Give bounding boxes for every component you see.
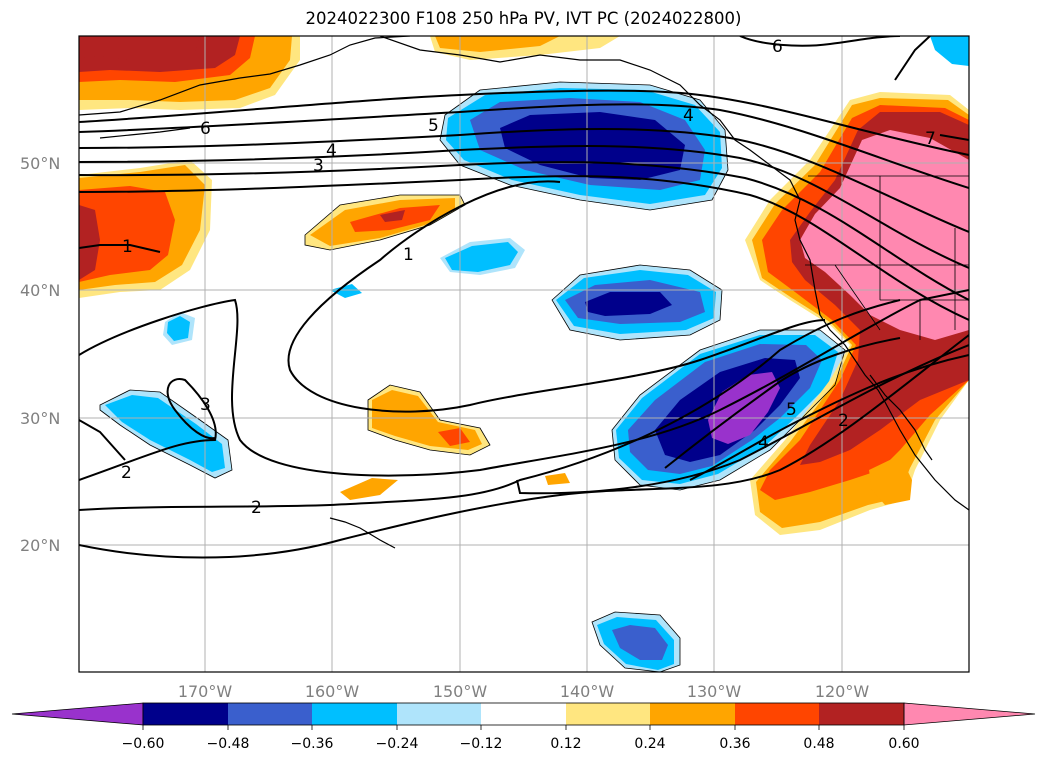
contour-4 [79, 128, 969, 233]
contour-labels: 6 5 4 3 1 1 3 2 2 4 5 2 7 6 4 [121, 37, 936, 518]
colorbar-segment [735, 703, 820, 725]
colorbar-tick-label: 0.36 [719, 736, 750, 752]
state-borders [805, 175, 969, 340]
colorbar-tick-label: −0.60 [122, 736, 165, 752]
colorbar-segment [819, 703, 904, 725]
contour-label: 3 [200, 395, 211, 415]
contour-label: 1 [403, 245, 414, 265]
colorbar-tick-label: 0.12 [550, 736, 581, 752]
colorbar-segment [143, 703, 228, 725]
lat-label-30n: 30°N [20, 409, 60, 428]
warm-anomaly-w [79, 160, 212, 298]
colorbar-extend-right [903, 702, 1036, 726]
contour-4b-south [689, 354, 969, 481]
cool-anomaly-tropical [592, 612, 680, 672]
contour-2-upper [79, 289, 969, 477]
lon-label-160w: 160°W [305, 682, 360, 701]
contour-label: 4 [758, 433, 769, 453]
colorbar-extend-left [11, 702, 144, 726]
longitude-labels: 170°W 160°W 150°W 140°W 130°W 120°W [178, 682, 870, 701]
lat-label-50n: 50°N [20, 154, 60, 173]
lon-label-120w: 120°W [815, 682, 870, 701]
colorbar-segment [397, 703, 482, 725]
map-frame [78, 35, 970, 673]
contour-7a [894, 36, 931, 81]
colorbar-ticks [142, 725, 905, 730]
contour-6 [79, 89, 969, 156]
colorbar-tick-label: −0.48 [207, 736, 250, 752]
contour-3-west [79, 378, 217, 481]
map-title: 2024022300 F108 250 hPa PV, IVT PC (2024… [305, 9, 742, 28]
coast-baja [869, 374, 933, 461]
contour-2-low [79, 334, 969, 559]
contour-2-inner [516, 344, 969, 495]
lat-label-20n: 20°N [20, 536, 60, 555]
colorbar-tick-label: −0.36 [291, 736, 334, 752]
contour-3b [79, 161, 969, 301]
contour-label: 4 [326, 141, 337, 161]
cool-anomaly-mid [552, 265, 722, 340]
colorbar-tick-label: 0.24 [634, 736, 665, 752]
coast-mexico [884, 401, 969, 511]
contour-2-mid [79, 299, 901, 511]
cool-anomaly-small [100, 238, 525, 478]
contour-label: 2 [251, 498, 262, 518]
latitude-labels: 50°N 40°N 30°N 20°N [20, 154, 60, 555]
cool-anomaly-south [612, 330, 845, 490]
coast-aleutians [79, 36, 411, 116]
coast-hawaii [329, 517, 396, 549]
colorbar-segment [481, 703, 566, 725]
coast-north-america [379, 36, 886, 403]
ivt-shading [79, 36, 969, 672]
contour-2b [79, 175, 969, 321]
lon-label-130w: 130°W [687, 682, 742, 701]
contour-4-south [664, 337, 901, 469]
warm-anomaly-top [430, 36, 620, 60]
contour-label: 4 [683, 106, 694, 126]
contour-label: 5 [428, 116, 439, 136]
coastlines [79, 36, 969, 549]
contour-1-west [79, 244, 161, 253]
contour-label: 2 [121, 463, 132, 483]
contour-label: 2 [838, 411, 849, 431]
warm-anomaly-nw-top [79, 36, 300, 110]
colorbar: −0.60 −0.48 −0.36 −0.24 −0.12 0.12 0.24 … [11, 702, 1036, 752]
contour-label: 5 [786, 400, 797, 420]
contour-2-west [79, 419, 126, 461]
contour-label: 6 [200, 119, 211, 139]
contour-7b [939, 134, 969, 141]
pv-contours [79, 36, 969, 559]
lon-label-170w: 170°W [178, 682, 233, 701]
colorbar-segment [650, 703, 735, 725]
colorbar-segment [312, 703, 397, 725]
colorbar-segment [228, 703, 313, 725]
contour-label: 6 [772, 37, 783, 57]
contour-6-top [739, 36, 901, 47]
colorbar-segment [566, 703, 651, 725]
coast-islands [99, 127, 191, 139]
contour-3 [79, 145, 969, 269]
warm-anomaly-160w [305, 195, 465, 250]
lat-label-40n: 40°N [20, 281, 60, 300]
contour-1 [287, 180, 826, 413]
map-plot-area [79, 36, 969, 672]
contour-label: 1 [122, 237, 133, 257]
contour-5 [79, 103, 969, 189]
colorbar-tick-label: −0.12 [460, 736, 503, 752]
colorbar-frame [142, 702, 905, 726]
colorbar-tick-label: 0.60 [888, 736, 919, 752]
contour-label: 7 [925, 129, 936, 149]
colorbar-tick-label: −0.24 [376, 736, 419, 752]
gridlines [79, 36, 969, 672]
colorbar-tick-label: 0.48 [803, 736, 834, 752]
lon-label-150w: 150°W [433, 682, 488, 701]
contour-label: 3 [313, 156, 324, 176]
lon-label-140w: 140°W [560, 682, 615, 701]
